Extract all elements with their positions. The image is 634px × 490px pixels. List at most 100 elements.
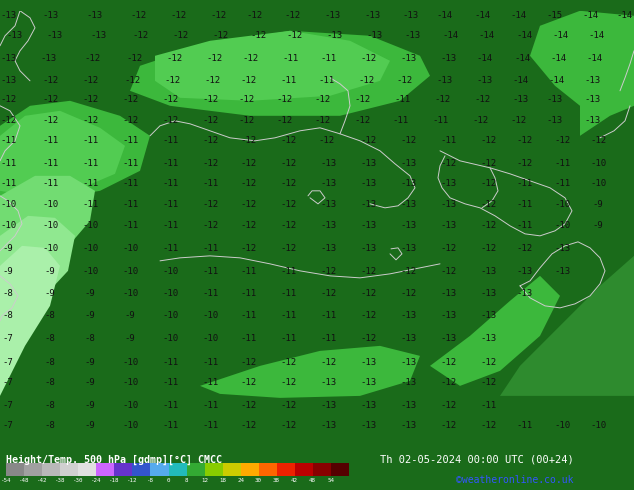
Text: -12: -12	[480, 358, 496, 368]
Text: -12: -12	[360, 290, 376, 298]
Text: -12: -12	[480, 421, 496, 430]
Text: -13: -13	[400, 421, 416, 430]
Text: -42: -42	[37, 478, 48, 483]
Text: -11: -11	[202, 245, 218, 253]
Text: -13: -13	[480, 311, 496, 320]
Text: -10: -10	[202, 311, 218, 320]
Text: -9: -9	[593, 200, 604, 209]
Text: -11: -11	[162, 245, 178, 253]
Text: -13: -13	[400, 358, 416, 368]
Text: -7: -7	[3, 401, 13, 411]
Text: -11: -11	[240, 268, 256, 276]
Text: -9: -9	[125, 334, 136, 343]
Text: -11: -11	[280, 290, 296, 298]
Text: -12: -12	[360, 54, 376, 63]
Text: -14: -14	[512, 76, 528, 85]
Text: -12: -12	[480, 200, 496, 209]
Text: -11: -11	[42, 136, 58, 146]
Bar	[79, 463, 96, 476]
Text: -12: -12	[162, 95, 178, 104]
Text: -12: -12	[517, 245, 533, 253]
Text: -12: -12	[480, 221, 496, 230]
Text: -13: -13	[440, 290, 456, 298]
Text: -13: -13	[7, 31, 23, 40]
Text: -11: -11	[554, 159, 570, 169]
Text: -8: -8	[44, 311, 55, 320]
Text: -13: -13	[440, 179, 456, 188]
Text: -12: -12	[82, 76, 98, 85]
Text: -48: -48	[19, 478, 30, 483]
Text: -12: -12	[280, 401, 296, 411]
Text: -11: -11	[42, 179, 58, 188]
Text: -11: -11	[280, 268, 296, 276]
Text: -11: -11	[320, 311, 336, 320]
Text: -12: -12	[280, 200, 296, 209]
Text: -10: -10	[122, 268, 138, 276]
Text: -12: -12	[480, 136, 496, 146]
Text: -11: -11	[517, 221, 533, 230]
Text: -12: -12	[202, 116, 218, 125]
Text: -12: -12	[318, 136, 334, 146]
Text: -12: -12	[280, 378, 296, 388]
Polygon shape	[155, 31, 390, 101]
Text: -13: -13	[480, 268, 496, 276]
Polygon shape	[480, 136, 634, 271]
Text: -8: -8	[44, 421, 55, 430]
Text: -12: -12	[280, 159, 296, 169]
Text: -11: -11	[42, 159, 58, 169]
Text: -12: -12	[82, 116, 98, 125]
Text: -12: -12	[210, 11, 226, 20]
Text: -12: -12	[480, 159, 496, 169]
Text: -13: -13	[87, 11, 103, 20]
Text: -13: -13	[517, 290, 533, 298]
Text: -13: -13	[320, 378, 336, 388]
Text: -10: -10	[162, 290, 178, 298]
Text: -12: -12	[315, 116, 331, 125]
Text: -11: -11	[282, 54, 298, 63]
Text: -11: -11	[202, 421, 218, 430]
Text: -14: -14	[475, 11, 491, 20]
Text: -12: -12	[480, 378, 496, 388]
Text: -12: -12	[202, 221, 218, 230]
Text: -13: -13	[360, 159, 376, 169]
Text: -12: -12	[202, 200, 218, 209]
Text: -12: -12	[280, 358, 296, 368]
Text: -12: -12	[400, 136, 416, 146]
Text: -10: -10	[162, 268, 178, 276]
Text: -13: -13	[360, 358, 376, 368]
Bar	[259, 463, 276, 476]
Bar	[169, 463, 186, 476]
Text: -13: -13	[366, 31, 382, 40]
Text: -8: -8	[147, 478, 154, 483]
Text: -12: -12	[124, 76, 140, 85]
Bar	[6, 463, 24, 476]
Text: -12: -12	[440, 378, 456, 388]
Text: -12: -12	[130, 11, 146, 20]
Text: -12: -12	[207, 54, 223, 63]
Text: -12: -12	[202, 95, 218, 104]
Text: 42: 42	[291, 478, 298, 483]
Text: -12: -12	[320, 268, 336, 276]
Text: -12: -12	[517, 159, 533, 169]
Text: 30: 30	[255, 478, 262, 483]
Text: -12: -12	[204, 76, 220, 85]
Text: -11: -11	[0, 179, 16, 188]
Text: -8: -8	[3, 311, 13, 320]
Text: -12: -12	[440, 245, 456, 253]
Text: -13: -13	[400, 401, 416, 411]
Text: -12: -12	[127, 54, 143, 63]
Text: -14: -14	[442, 31, 458, 40]
Bar	[96, 463, 115, 476]
Text: -24: -24	[91, 478, 101, 483]
Text: -13: -13	[400, 334, 416, 343]
Text: -8: -8	[44, 401, 55, 411]
Text: -13: -13	[326, 31, 342, 40]
Text: -13: -13	[42, 11, 58, 20]
Text: -10: -10	[122, 421, 138, 430]
Bar	[115, 463, 133, 476]
Text: -14: -14	[437, 11, 453, 20]
Text: -12: -12	[164, 76, 180, 85]
Bar	[240, 463, 259, 476]
Bar	[295, 463, 313, 476]
Text: -13: -13	[584, 95, 600, 104]
